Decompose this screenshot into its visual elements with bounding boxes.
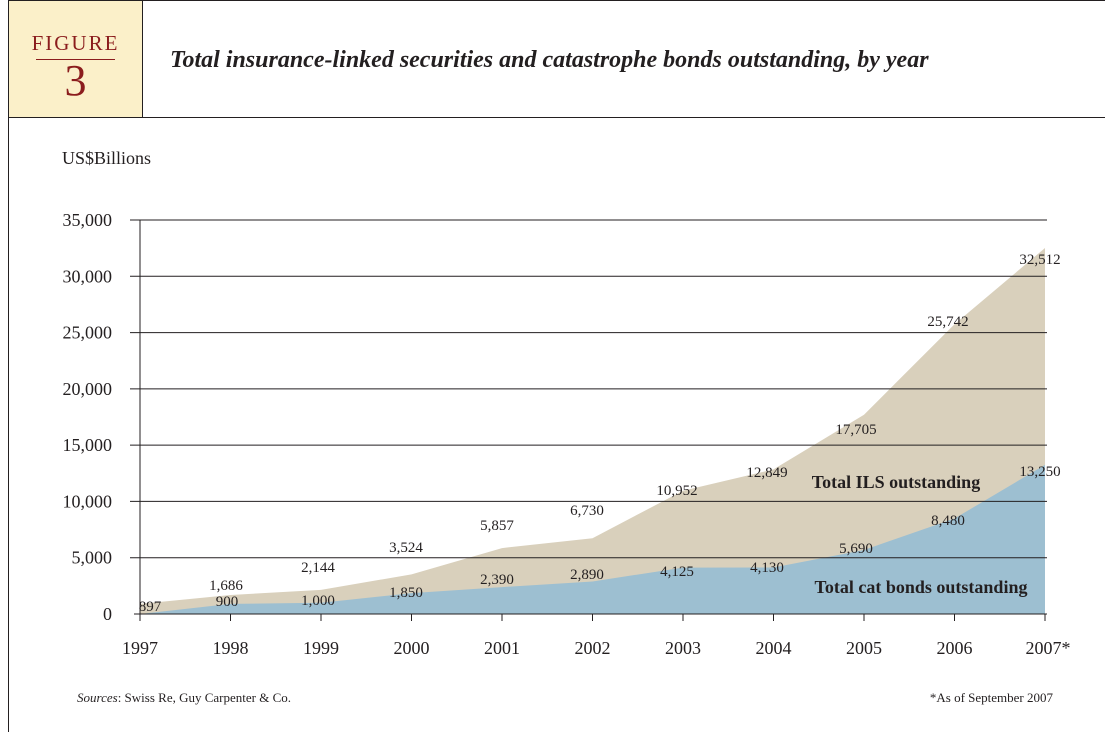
x-tick-label: 2007* xyxy=(1026,638,1071,658)
y-axis-unit-label: US$Billions xyxy=(62,148,152,168)
header-bottom-border xyxy=(8,117,1105,118)
ils-data-label: 32,512 xyxy=(1019,252,1060,268)
cat-data-label: 1,000 xyxy=(301,593,335,609)
y-tick-label: 5,000 xyxy=(72,548,113,568)
y-tick-label: 35,000 xyxy=(63,210,113,230)
cat-data-label: 2,390 xyxy=(480,572,514,588)
figure-word: FIGURE xyxy=(31,31,120,55)
ils-data-label: 5,857 xyxy=(480,518,514,534)
cat-data-label: 2,890 xyxy=(570,567,604,583)
y-tick-label: 25,000 xyxy=(63,323,113,343)
x-tick-label: 1998 xyxy=(213,638,249,658)
sources-text: : Swiss Re, Guy Carpenter & Co. xyxy=(117,690,292,705)
ils-data-label: 17,705 xyxy=(835,422,876,438)
x-tick-label: 2002 xyxy=(575,638,611,658)
ils-data-label: 3,524 xyxy=(389,540,423,556)
figure-badge: FIGURE 3 xyxy=(9,1,143,117)
x-tick-label: 2000 xyxy=(394,638,430,658)
y-tick-label: 0 xyxy=(103,604,112,624)
figure-number: 3 xyxy=(64,56,87,105)
x-tick-label: 2004 xyxy=(756,638,792,658)
cat-data-label: 8,480 xyxy=(931,513,965,529)
ils-data-label: 25,742 xyxy=(927,314,968,330)
x-tick-label: 1997 xyxy=(122,638,158,658)
y-tick-label: 15,000 xyxy=(63,435,113,455)
cat-data-label: 4,130 xyxy=(750,560,784,576)
y-tick-label: 10,000 xyxy=(63,491,113,511)
series-label-total-ils: Total ILS outstanding xyxy=(812,472,980,492)
ils-data-label: 1,686 xyxy=(209,578,243,594)
figure-divider xyxy=(36,59,115,60)
y-tick-label: 30,000 xyxy=(63,266,113,286)
ils-data-label: 2,144 xyxy=(301,560,335,576)
series-label-cat-bonds: Total cat bonds outstanding xyxy=(815,577,1028,597)
x-tick-label: 2006 xyxy=(937,638,973,658)
y-tick-label: 20,000 xyxy=(63,379,113,399)
cat-data-label: 1,850 xyxy=(389,585,423,601)
ils-data-label: 6,730 xyxy=(570,503,604,519)
x-tick-label: 1999 xyxy=(303,638,339,658)
ils-data-label: 897 xyxy=(139,599,162,615)
chart-title: Total insurance-linked securities and ca… xyxy=(170,47,929,73)
header-top-border xyxy=(8,0,1105,1)
ils-data-label: 10,952 xyxy=(656,483,697,499)
series-area-total-ils xyxy=(140,248,1045,615)
sources-note: Sources: Swiss Re, Guy Carpenter & Co. xyxy=(77,690,291,706)
cat-data-label: 13,250 xyxy=(1019,464,1060,480)
cat-data-label: 900 xyxy=(216,594,239,610)
x-tick-label: 2001 xyxy=(484,638,520,658)
ils-data-label: 12,849 xyxy=(746,465,787,481)
series-area-cat-bonds xyxy=(140,464,1045,614)
cat-data-label: 4,125 xyxy=(660,564,694,580)
frame-left-border xyxy=(8,0,9,732)
x-tick-label: 2003 xyxy=(665,638,701,658)
cat-data-label: 5,690 xyxy=(839,541,873,557)
x-tick-label: 2005 xyxy=(846,638,882,658)
sources-label: Sources xyxy=(77,690,118,705)
footnote: *As of September 2007 xyxy=(929,690,1053,705)
